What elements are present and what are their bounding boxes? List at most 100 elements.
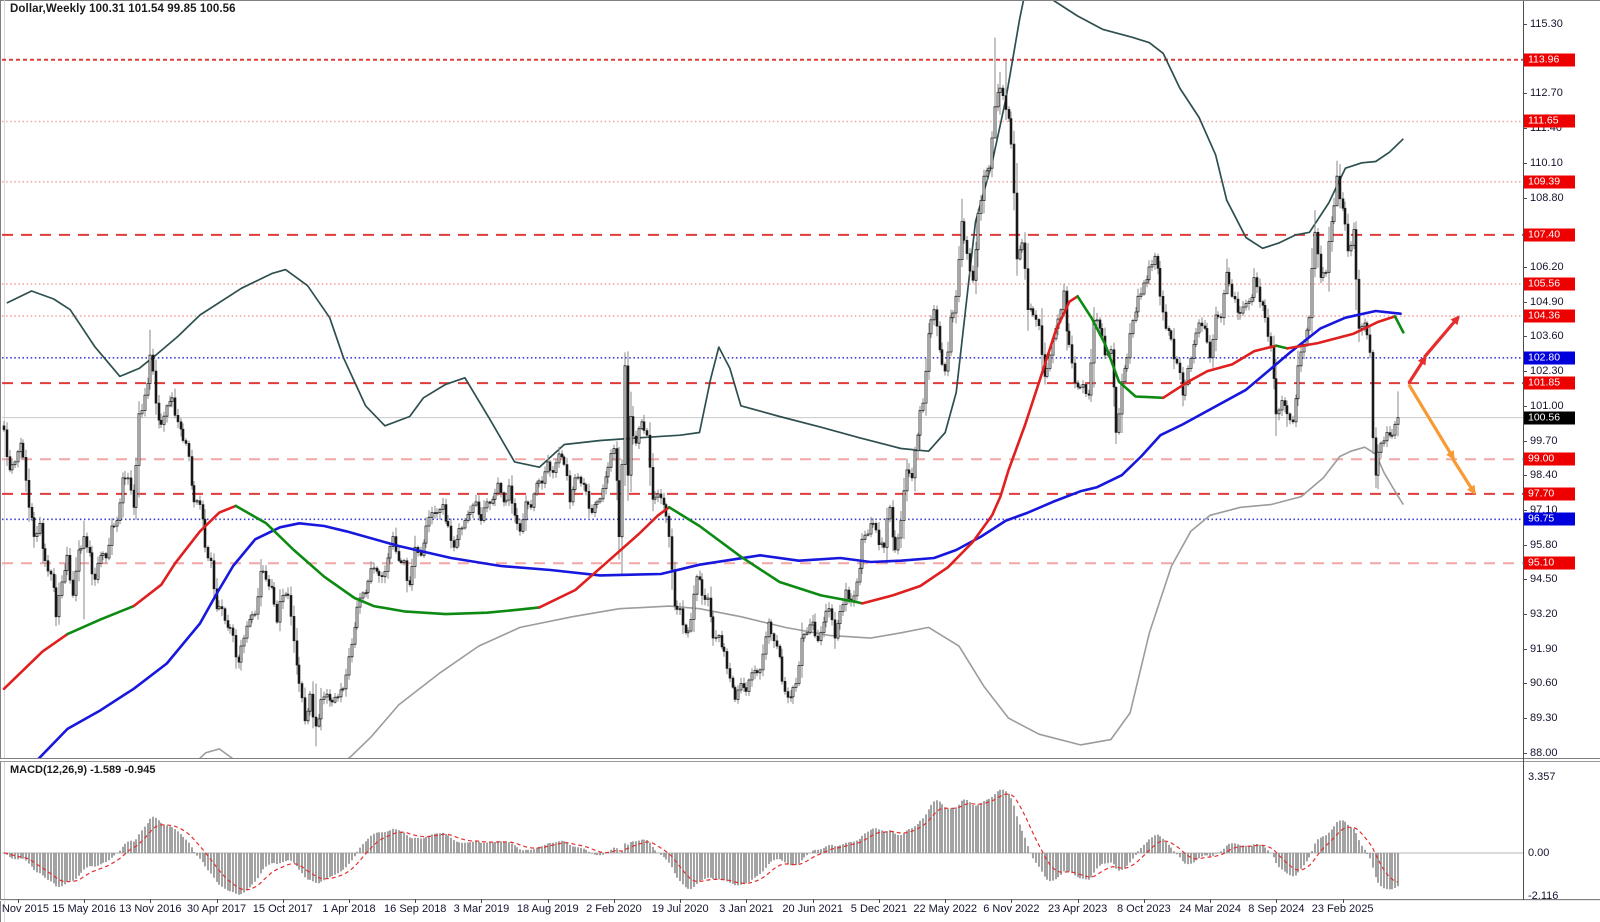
slow-ma-line [37, 309, 1402, 758]
price-tick-mark [1523, 301, 1527, 303]
price-level-badge: 107.40 [1524, 228, 1575, 242]
price-level-badge: 105.56 [1524, 277, 1575, 291]
time-axis-separator [0, 899, 1600, 900]
time-axis-label: 16 Sep 2018 [384, 903, 447, 915]
price-tick-mark [1523, 128, 1527, 130]
bear-candle-bodies [2, 87, 1392, 727]
time-axis-label: 5 Dec 2021 [850, 903, 908, 915]
fast-ma-segment-up [132, 504, 238, 608]
macd-axis-label: -2.116 [1528, 890, 1559, 902]
price-tick-label: 112.70 [1530, 87, 1563, 100]
price-level-badge: 111.65 [1524, 114, 1575, 128]
window-top-border [0, 0, 1600, 1]
price-tick-label: 101.00 [1530, 399, 1564, 412]
time-axis-tick [1342, 899, 1344, 903]
time-axis-tick [945, 899, 947, 903]
time-axis-tick [481, 899, 483, 903]
time-axis-label: 29 Nov 2015 [0, 903, 49, 915]
time-axis-tick [878, 899, 880, 903]
macd-indicator-canvas[interactable] [0, 763, 1523, 900]
fast-ma-segment-down [1076, 295, 1165, 400]
upper-band-line [6, 1, 1404, 469]
price-tick-mark [1523, 24, 1527, 25]
time-axis-label: 19 Jul 2020 [651, 903, 709, 915]
fast-ma-segment-down [1393, 315, 1405, 334]
bearish-projection-arrow [1451, 457, 1476, 495]
time-axis-label: 13 Nov 2016 [119, 903, 182, 915]
panel-separator-shadow [0, 761, 1600, 762]
time-axis-label: 8 Oct 2023 [1116, 903, 1171, 915]
time-axis-tick [282, 899, 284, 903]
time-axis-label: 22 May 2022 [913, 903, 977, 915]
price-level-badge: 104.36 [1524, 309, 1575, 323]
price-tick-label: 108.80 [1530, 191, 1564, 204]
price-tick-label: 95.80 [1530, 538, 1558, 551]
fast-ma-segment-down [1275, 344, 1289, 350]
price-tick-label: 93.20 [1530, 608, 1558, 621]
window-left-border [0, 0, 1, 922]
price-tick-mark [1523, 475, 1527, 477]
price-tick-mark [1523, 162, 1527, 164]
time-axis-tick [84, 899, 86, 903]
price-tick-label: 94.50 [1530, 573, 1558, 586]
fast-ma-segment-up [2, 632, 69, 691]
time-axis-tick [1143, 899, 1145, 903]
price-tick-mark [1523, 544, 1527, 546]
price-tick-label: 103.60 [1530, 330, 1564, 343]
time-axis-label: 6 Nov 2022 [983, 903, 1040, 915]
price-level-badge: 113.96 [1524, 53, 1575, 67]
macd-histogram-bars [6, 789, 1399, 895]
time-axis-tick [680, 899, 682, 903]
time-axis-tick [415, 899, 417, 903]
time-axis-tick [613, 899, 615, 903]
price-tick-mark [1523, 371, 1527, 373]
time-axis-label: 20 Jun 2021 [782, 903, 843, 915]
bull-candle-bodies [10, 87, 1400, 727]
price-level-badge: 95.10 [1524, 556, 1575, 570]
time-axis-tick [547, 899, 549, 903]
time-axis-tick [17, 899, 19, 903]
fast-ma-segment-up [861, 295, 1079, 605]
fast-ma-segment-down [667, 506, 864, 605]
price-tick-mark [1523, 752, 1527, 754]
price-tick-mark [1523, 336, 1527, 338]
time-axis-tick [1276, 899, 1278, 903]
time-axis-label: 8 Sep 2024 [1248, 903, 1305, 915]
price-chart-canvas[interactable] [0, 0, 1523, 758]
price-tick-mark [1523, 266, 1527, 268]
current-price-badge: 100.56 [1524, 411, 1575, 425]
time-axis-label: 30 Apr 2017 [186, 903, 247, 915]
price-tick-mark [1523, 93, 1527, 95]
time-axis-label: 15 Oct 2017 [252, 903, 313, 915]
chart-title-ohlc: Dollar,Weekly 100.31 101.54 99.85 100.56 [10, 3, 236, 15]
price-level-badge: 102.80 [1524, 351, 1575, 365]
time-axis-label: 2 Feb 2020 [586, 903, 642, 915]
price-tick-mark [1523, 648, 1527, 650]
price-axis-line [1523, 1, 1524, 900]
bullish-projection-arrow [1423, 315, 1460, 359]
time-axis-label: 3 Mar 2019 [453, 903, 510, 915]
time-axis-tick [812, 899, 814, 903]
time-axis-label: 18 Aug 2019 [516, 903, 579, 915]
time-axis-tick [1011, 899, 1013, 903]
price-tick-label: 102.30 [1530, 365, 1564, 378]
price-tick-label: 99.70 [1530, 434, 1558, 447]
price-tick-label: 115.30 [1530, 18, 1563, 30]
bearish-projection-arrow [1407, 383, 1455, 461]
price-level-badge: 96.75 [1524, 512, 1575, 526]
time-axis-tick [349, 899, 350, 903]
price-tick-label: 98.40 [1530, 469, 1558, 482]
fast-ma-segment-down [234, 504, 541, 616]
candle-wicks [3, 37, 1399, 747]
time-axis-tick [1077, 899, 1079, 903]
time-axis-label: 24 Mar 2024 [1179, 903, 1241, 915]
price-tick-label: 88.00 [1530, 746, 1558, 759]
panel-separator-highlight [0, 759, 1600, 761]
price-tick-mark [1523, 405, 1527, 407]
time-axis-label: 3 Jan 2021 [719, 903, 774, 915]
macd-plot-area [2, 789, 1523, 895]
panel-separator[interactable] [0, 758, 1600, 759]
fast-ma-segment-up [1161, 344, 1278, 400]
price-tick-label: 104.90 [1530, 295, 1564, 308]
